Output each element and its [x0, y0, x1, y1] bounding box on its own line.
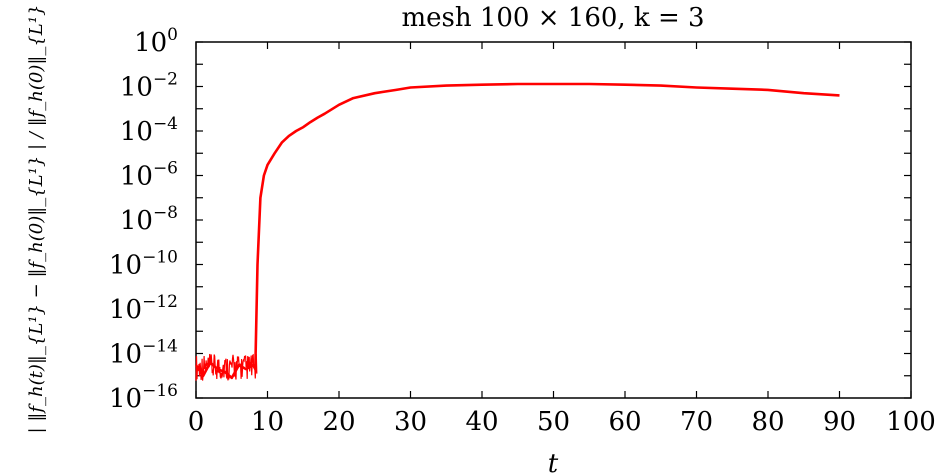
x-tick-label: 40 [465, 407, 498, 437]
x-tick-label: 50 [537, 407, 570, 437]
x-tick-label: 100 [886, 407, 936, 437]
y-axis-label: | ‖f_h(t)‖_{L¹} − ‖f_h(0)‖_{L¹} | / ‖f_h… [26, 5, 47, 434]
plot-border [195, 41, 912, 399]
y-tick-label: 100 [134, 25, 178, 58]
x-axis-label: t [548, 449, 559, 476]
chart-title: mesh 100 × 160, k = 3 [401, 3, 704, 33]
plot-area [195, 41, 912, 399]
y-tick-label: 10−10 [109, 248, 178, 281]
x-tick-label: 30 [394, 407, 427, 437]
x-tick-label: 70 [680, 407, 713, 437]
series-line [194, 82, 840, 380]
y-tick-label: 10−2 [120, 70, 178, 103]
x-tick-label: 10 [251, 407, 284, 437]
x-tick-label: 0 [188, 407, 205, 437]
y-tick-label: 10−14 [109, 337, 178, 370]
x-axis-tick-labels: 0 10 20 30 40 50 60 70 80 90 100 [188, 407, 936, 437]
y-tick-label: 10−4 [120, 114, 178, 147]
y-tick-label: 10−16 [109, 381, 178, 414]
y-axis-tick-labels: 100 10−2 10−4 10−6 10−8 10−10 10−12 10−14 10−16 [109, 25, 178, 414]
x-tick-label: 80 [751, 407, 784, 437]
y-tick-label: 10−8 [120, 203, 178, 236]
noise-line [195, 353, 258, 381]
axis-ticks [195, 41, 912, 399]
y-tick-label: 10−12 [109, 292, 178, 325]
x-tick-label: 20 [322, 407, 355, 437]
series-layer [194, 82, 840, 381]
x-tick-label: 60 [608, 407, 641, 437]
y-tick-label: 10−6 [120, 159, 178, 192]
x-tick-label: 90 [823, 407, 856, 437]
